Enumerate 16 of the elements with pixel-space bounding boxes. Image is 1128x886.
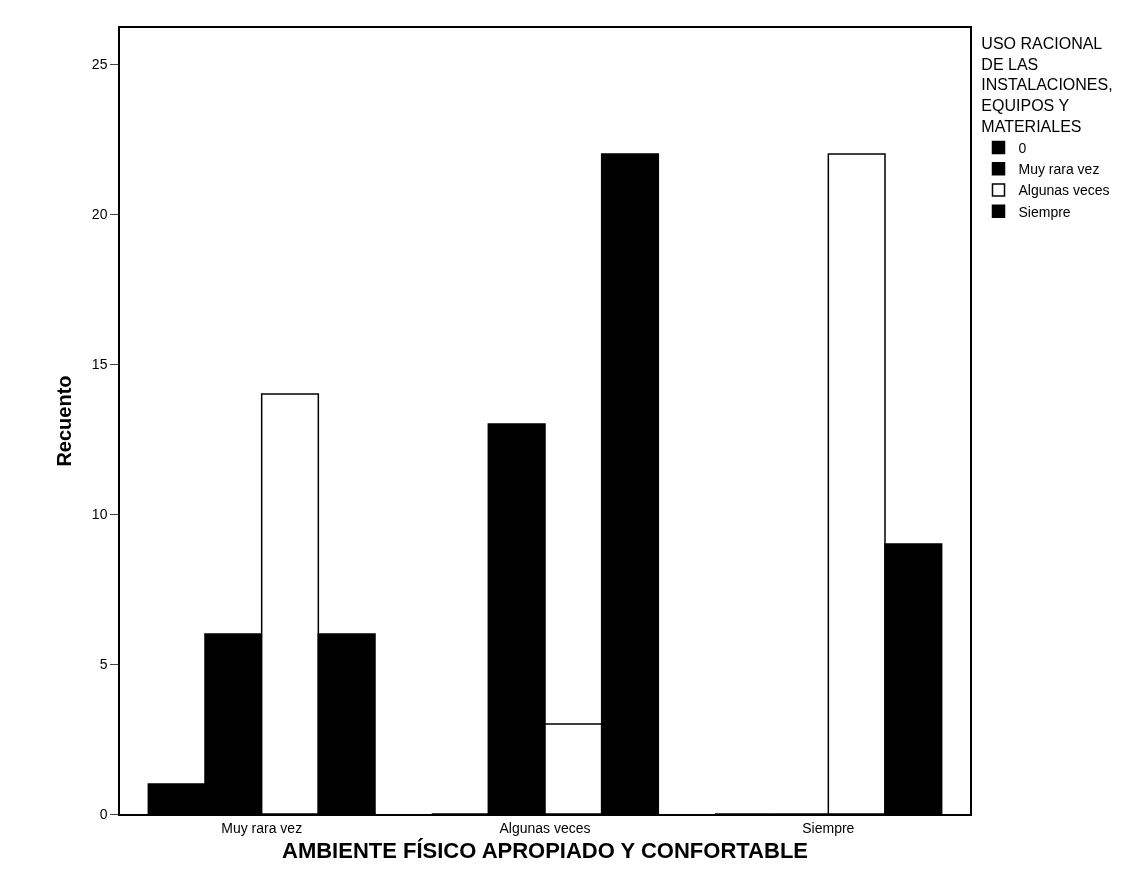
legend-label: Muy rara vez xyxy=(1018,161,1100,178)
y-tick-label: 25 xyxy=(91,55,108,72)
legend-label: 0 xyxy=(1018,140,1027,157)
x-tick-label: Siempre xyxy=(802,819,855,836)
legend-title: USO RACIONAL DE LAS INSTALACIONES, EQUIPOS Y MATERIALES xyxy=(981,34,1113,135)
y-tick-label: 20 xyxy=(91,205,108,222)
y-axis-title: Recuento xyxy=(52,375,75,467)
y-tick-label: 0 xyxy=(99,805,108,822)
y-tick-label: 5 xyxy=(99,655,108,672)
y-tick-label: 15 xyxy=(91,355,108,372)
legend-label: Algunas veces xyxy=(1018,182,1110,199)
x-tick-label: Muy rara vez xyxy=(221,819,303,836)
y-tick-label: 10 xyxy=(91,505,108,522)
x-tick-label: Algunas veces xyxy=(499,819,591,836)
legend-label: Siempre xyxy=(1018,203,1071,220)
x-axis-title: AMBIENTE FÍSICO APROPIADO Y CONFORTABLE xyxy=(282,837,808,863)
